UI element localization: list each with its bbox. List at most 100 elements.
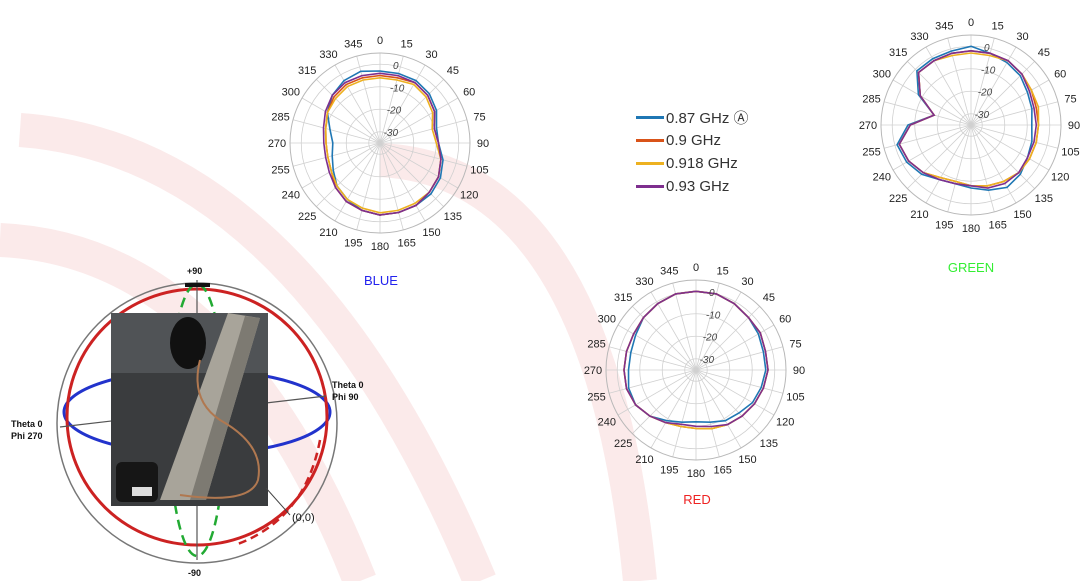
- polar-spoke: [970, 124, 1017, 204]
- radial-tick-label: -10: [981, 65, 996, 76]
- angle-tick-label: 345: [660, 266, 678, 278]
- polar-spoke: [632, 369, 697, 434]
- polar-spoke: [892, 79, 972, 126]
- angle-tick-label: 225: [298, 211, 316, 223]
- label-origin: (0,0): [292, 512, 315, 524]
- polar-outer-ring: [605, 279, 787, 461]
- angle-tick-label: 195: [660, 464, 678, 476]
- angle-tick-label: 90: [793, 365, 805, 377]
- angle-tick-label: 15: [717, 266, 729, 278]
- radial-tick-label: -30: [700, 355, 715, 366]
- polar-spoke: [695, 282, 720, 371]
- origin-pointer: [265, 487, 291, 516]
- angle-tick-label: 345: [344, 39, 362, 51]
- angle-tick-label: 180: [962, 223, 980, 235]
- polar-chart-blue: 0-10-20-300 15304560759010512013515016518…: [268, 35, 489, 253]
- angle-tick-label: 0: [968, 17, 974, 29]
- angle-tick-label: 60: [463, 87, 475, 99]
- polar-spoke: [925, 124, 972, 204]
- angle-tick-label: 225: [889, 193, 907, 205]
- polar-spoke: [316, 142, 381, 207]
- polar-ring: [936, 90, 1006, 160]
- angle-tick-label: 0: [377, 35, 383, 47]
- polar-spoke: [695, 369, 720, 458]
- antenna-cable: [179, 359, 260, 499]
- angle-tick-label: 195: [344, 237, 362, 249]
- coordinate-sphere-diagram: +90 -90 Theta 0 Phi 90 Theta 0 Phi 270 (…: [11, 266, 364, 578]
- angle-tick-label: 240: [873, 172, 891, 184]
- radial-tick-label: -10: [706, 310, 721, 321]
- polar-spoke: [316, 79, 381, 144]
- angle-tick-label: 60: [1054, 69, 1066, 81]
- label-phi270: Phi 270: [11, 431, 43, 441]
- radial-tick-label: 0: [984, 43, 990, 54]
- antenna-element: [170, 317, 206, 369]
- polar-spoke: [650, 369, 697, 449]
- polar-spoke: [301, 97, 381, 144]
- series-line-1: [896, 45, 1033, 192]
- polar-spoke: [907, 124, 972, 189]
- angle-tick-label: 300: [282, 87, 300, 99]
- angle-tick-label: 30: [741, 276, 753, 288]
- angle-tick-label: 30: [1016, 31, 1028, 43]
- angle-tick-label: 30: [425, 49, 437, 61]
- polar-spoke: [947, 124, 972, 213]
- polar-chart-red: 0-10-20-300 15304560759010512013515016518…: [584, 262, 805, 480]
- angle-tick-label: 90: [477, 138, 489, 150]
- polar-spoke: [970, 79, 1050, 126]
- angle-tick-label: 270: [268, 138, 286, 150]
- polar-ring: [661, 335, 731, 405]
- radial-tick-label: -20: [703, 333, 718, 344]
- legend-label: 0.918 GHz: [666, 155, 738, 172]
- polar-spoke: [379, 142, 444, 207]
- polar-spoke: [970, 124, 1035, 189]
- legend-item: 0.9 GHz: [636, 129, 749, 152]
- series-line-4: [322, 72, 442, 216]
- polar-ring: [345, 108, 415, 178]
- label-minus-90: -90: [188, 568, 201, 578]
- legend-item: 0.918 GHz: [636, 152, 749, 175]
- angle-tick-label: 165: [988, 219, 1006, 231]
- radial-tick-label: -10: [390, 83, 405, 94]
- angle-tick-label: 120: [776, 417, 794, 429]
- legend-item: 0.87 GHz Ⓐ: [636, 106, 749, 129]
- angle-tick-label: 120: [1051, 172, 1069, 184]
- angle-tick-label: 0: [693, 262, 699, 274]
- polar-spoke: [672, 369, 697, 458]
- angle-tick-label: 255: [862, 147, 880, 159]
- angle-tick-label: 90: [1068, 120, 1080, 132]
- angle-tick-label: 285: [587, 338, 605, 350]
- series-line-4: [623, 290, 769, 428]
- legend-swatch: [636, 139, 664, 142]
- polar-spoke: [356, 142, 381, 231]
- angle-tick-label: 15: [401, 39, 413, 51]
- angle-tick-label: 315: [889, 47, 907, 59]
- angle-tick-label: 15: [992, 21, 1004, 33]
- angle-tick-label: 345: [935, 21, 953, 33]
- polar-ring: [959, 113, 983, 137]
- polar-outer-ring: [880, 34, 1062, 216]
- polar-spoke: [632, 306, 697, 371]
- polar-spoke: [379, 142, 426, 222]
- angle-tick-label: 270: [584, 365, 602, 377]
- legend-swatch: [636, 185, 664, 188]
- radial-tick-label: 0: [393, 61, 399, 72]
- polar-spoke: [617, 369, 697, 416]
- radial-tick-label: -30: [384, 128, 399, 139]
- angle-tick-label: 165: [397, 237, 415, 249]
- angle-tick-label: 45: [447, 65, 459, 77]
- chart-title-green: GREEN: [947, 260, 995, 275]
- wooden-post-shade: [190, 316, 260, 500]
- angle-tick-label: 195: [935, 219, 953, 231]
- polar-spoke: [695, 291, 742, 371]
- angle-tick-label: 60: [779, 314, 791, 326]
- polar-ring: [914, 68, 1028, 182]
- angle-tick-label: 315: [614, 292, 632, 304]
- polar-spoke: [379, 55, 404, 144]
- polar-spoke: [334, 64, 381, 144]
- angle-tick-label: 75: [473, 111, 485, 123]
- polar-spoke: [608, 346, 697, 371]
- polar-spoke: [695, 346, 784, 371]
- polar-spoke: [970, 61, 1035, 126]
- polar-spoke: [650, 291, 697, 371]
